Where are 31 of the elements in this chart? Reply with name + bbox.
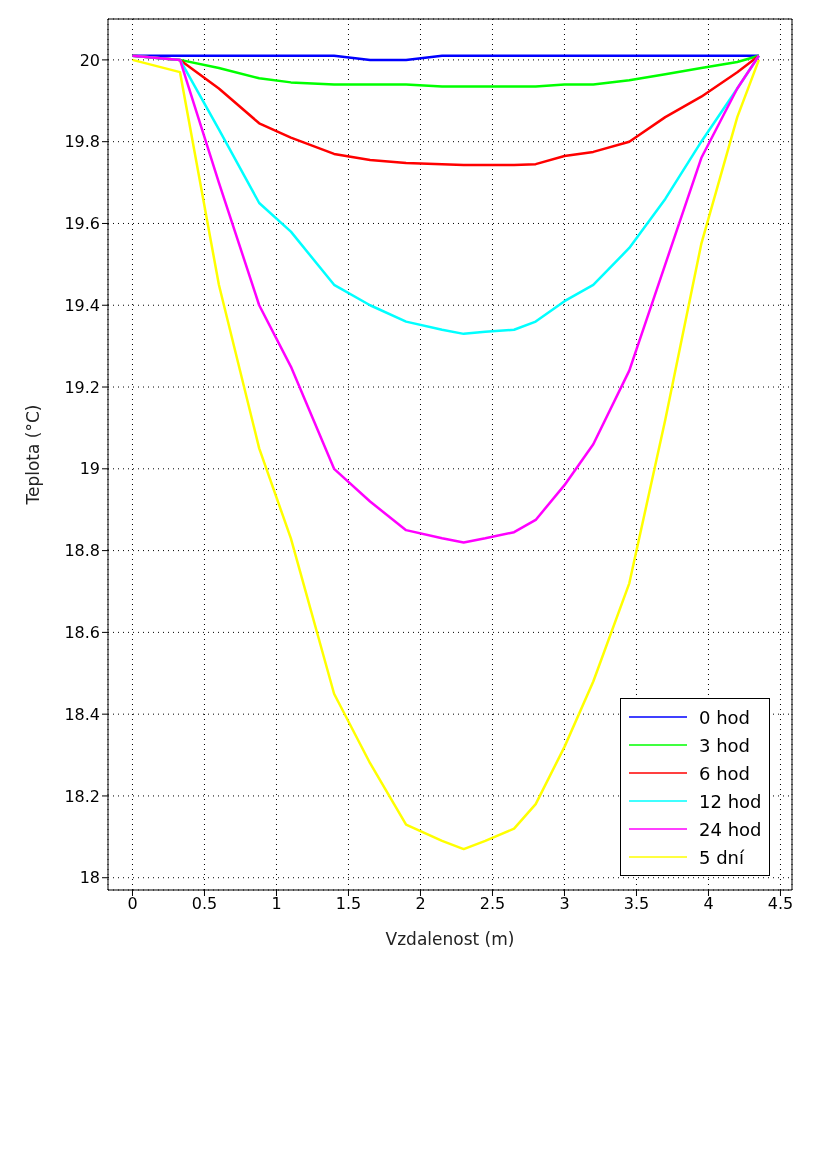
y-tick-label: 19.6	[64, 214, 100, 234]
x-tick-label: 1	[271, 894, 282, 914]
y-tick-label: 18	[79, 868, 100, 888]
y-tick-label: 18.2	[64, 786, 100, 806]
y-axis-title: Teplota (°C)	[23, 404, 44, 506]
line-series	[131, 54, 761, 544]
legend-label: 12 hod	[699, 790, 762, 812]
y-tick-label: 19.8	[64, 132, 100, 152]
x-tick-label: 2	[415, 894, 426, 914]
y-tick-label: 19.4	[64, 295, 100, 315]
legend-label: 24 hod	[699, 818, 762, 840]
x-tick-label: 1.5	[335, 894, 362, 914]
y-tick-label: 19	[79, 459, 100, 479]
x-tick-label: 3	[559, 894, 570, 914]
y-tick-label: 18.6	[64, 623, 100, 643]
y-tick-label: 19.2	[64, 377, 100, 397]
y-tick-label: 20	[79, 50, 100, 70]
x-tick-label: 4.5	[767, 894, 794, 914]
legend-label: 0 hod	[699, 706, 751, 728]
x-tick-label: 0.5	[191, 894, 218, 914]
x-tick-label: 3.5	[623, 894, 650, 914]
x-tick-label: 4	[703, 894, 714, 914]
line-series	[131, 58, 761, 851]
legend-label: 3 hod	[699, 734, 751, 756]
x-tick-label: 0	[127, 894, 138, 914]
x-axis-title: Vzdalenost (m)	[385, 929, 515, 949]
y-tick-label: 18.8	[64, 541, 100, 561]
y-tick-label: 18.4	[64, 704, 100, 724]
legend-label: 5 dní	[699, 846, 745, 868]
legend-label: 6 hod	[699, 762, 751, 784]
x-tick-label: 2.5	[479, 894, 506, 914]
